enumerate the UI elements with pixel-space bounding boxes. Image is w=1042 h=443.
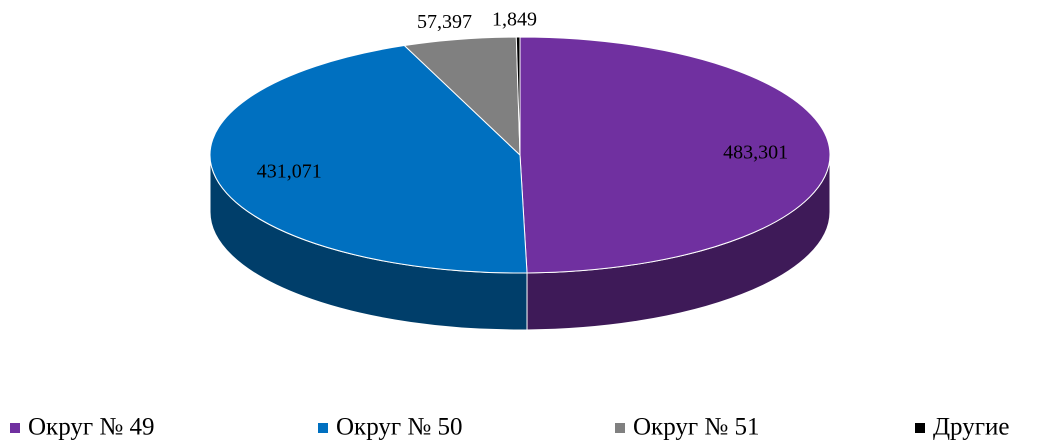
legend-swatch — [915, 423, 925, 433]
data-label: 1,849 — [492, 8, 537, 30]
slice — [209, 44, 528, 274]
legend-swatch — [10, 423, 20, 433]
legend-label: Округ № 49 — [28, 414, 154, 441]
legend-label: Другие — [933, 414, 1009, 441]
legend-label: Округ № 51 — [633, 414, 759, 441]
data-label: 431,071 — [257, 161, 322, 183]
legend-label: Округ № 50 — [336, 414, 462, 441]
data-label: 483,301 — [723, 142, 788, 164]
legend-swatch — [615, 423, 625, 433]
slice — [519, 36, 831, 274]
data-label: 57,397 — [417, 11, 472, 33]
legend-swatch — [318, 423, 328, 433]
slice — [515, 36, 521, 156]
